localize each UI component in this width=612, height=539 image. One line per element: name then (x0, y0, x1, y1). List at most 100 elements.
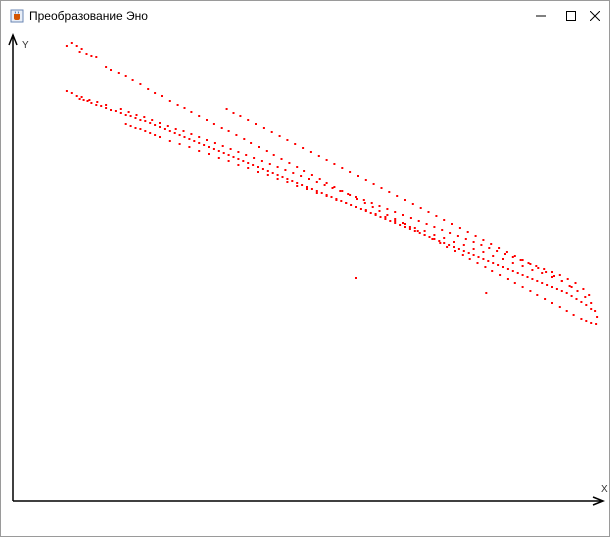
data-point (82, 99, 85, 101)
data-point (288, 162, 291, 164)
data-point (183, 107, 186, 109)
data-point (413, 227, 416, 229)
data-point (558, 306, 561, 308)
data-point (65, 45, 68, 47)
data-point (213, 142, 216, 144)
data-point (147, 88, 150, 90)
data-point (558, 274, 561, 276)
data-point (235, 134, 238, 136)
data-point (419, 207, 422, 209)
data-point (590, 308, 593, 310)
data-point (163, 128, 166, 130)
data-point (511, 262, 514, 264)
data-point (428, 236, 431, 238)
data-point (584, 296, 587, 298)
data-point (386, 208, 389, 210)
data-point (536, 294, 539, 296)
data-point (363, 202, 366, 204)
data-point (90, 102, 93, 104)
data-point (505, 251, 508, 253)
data-point (159, 136, 161, 138)
data-point (139, 119, 142, 121)
data-point (456, 235, 459, 237)
data-point (462, 250, 465, 252)
data-point (127, 111, 130, 113)
data-point (423, 230, 426, 232)
data-point (433, 238, 436, 240)
data-point (276, 166, 279, 168)
close-button[interactable] (575, 1, 612, 31)
data-point (506, 278, 509, 280)
data-point (247, 167, 250, 169)
data-point (301, 184, 304, 186)
data-point (451, 223, 453, 225)
title-bar[interactable]: Преобразование Эно (1, 1, 609, 31)
data-point (453, 246, 455, 248)
data-point (154, 134, 157, 136)
data-point (333, 163, 336, 165)
data-point (502, 266, 504, 268)
data-point (70, 42, 73, 44)
data-point (551, 286, 553, 288)
data-points (65, 42, 599, 325)
data-point (480, 244, 483, 246)
data-point (364, 209, 367, 211)
data-point (276, 178, 279, 180)
data-point (513, 282, 516, 284)
data-point (341, 190, 344, 192)
data-point (286, 178, 289, 180)
data-point (482, 239, 485, 241)
data-point (394, 220, 397, 222)
data-point (443, 237, 446, 239)
maximize-button[interactable] (551, 1, 591, 31)
data-point (242, 160, 245, 162)
data-point (492, 255, 495, 257)
data-point (595, 323, 598, 325)
data-point (270, 131, 273, 133)
data-point (154, 92, 157, 94)
data-point (472, 254, 475, 256)
data-point (516, 272, 519, 274)
data-point (161, 95, 163, 97)
data-point (266, 170, 269, 172)
data-point (582, 288, 585, 290)
data-point (521, 259, 524, 261)
data-point (570, 286, 573, 288)
data-point (546, 284, 549, 286)
data-point (496, 250, 499, 252)
data-point (144, 130, 147, 132)
close-icon (590, 11, 600, 21)
data-point (308, 178, 310, 180)
data-point (220, 127, 223, 129)
data-point (529, 290, 532, 292)
data-point (261, 168, 264, 170)
data-point (296, 185, 299, 187)
data-point (134, 127, 137, 129)
data-point (543, 268, 546, 270)
data-point (237, 164, 240, 166)
data-point (212, 148, 215, 150)
data-point (345, 202, 348, 204)
data-point (139, 83, 142, 85)
data-point (198, 142, 201, 144)
data-point (286, 139, 289, 141)
data-point (467, 252, 470, 254)
data-point (154, 124, 157, 126)
data-point (513, 255, 516, 257)
data-point (323, 184, 326, 186)
data-point (318, 178, 321, 180)
data-point (247, 119, 250, 121)
data-point (253, 157, 256, 159)
data-point (143, 116, 146, 118)
data-point (511, 270, 514, 272)
data-point (268, 163, 271, 165)
data-point (65, 90, 68, 92)
data-point (464, 238, 467, 240)
data-point (80, 96, 83, 98)
minimize-button[interactable] (521, 1, 561, 31)
data-point (427, 211, 430, 213)
data-point (292, 172, 295, 174)
data-point (276, 174, 279, 176)
scatter-chart (8, 32, 606, 506)
data-point (482, 258, 485, 260)
